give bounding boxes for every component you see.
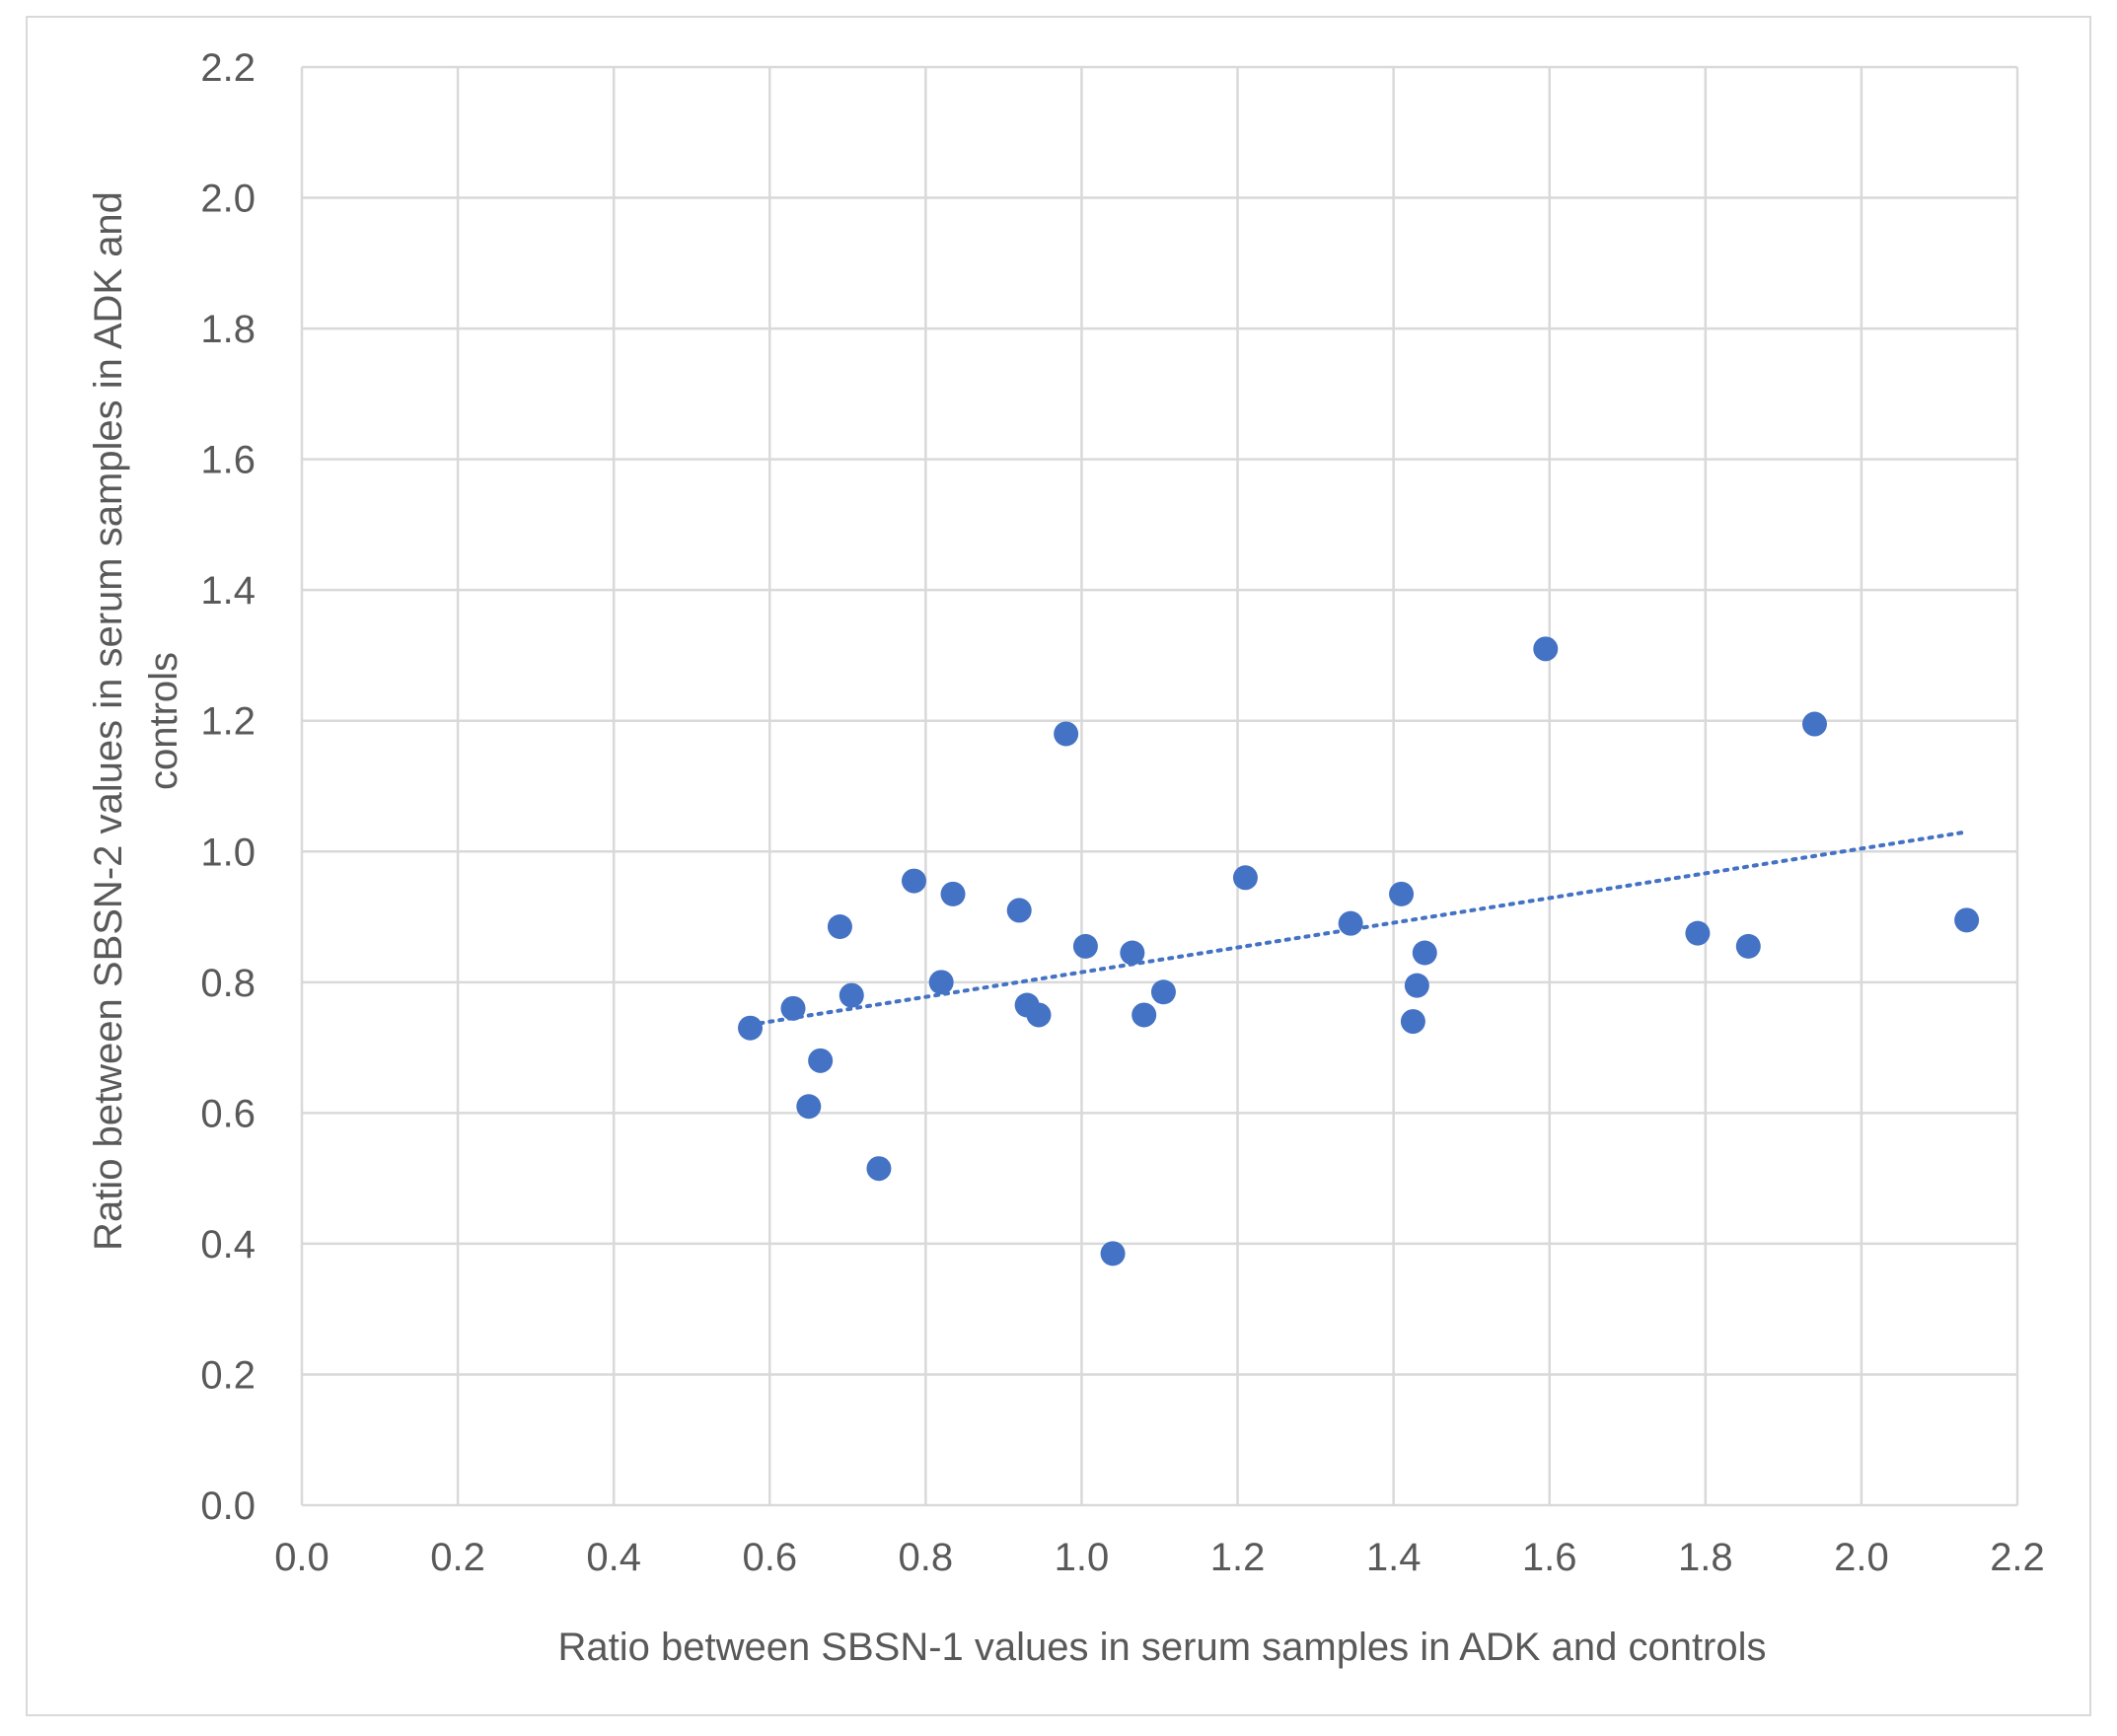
data-point (1100, 1241, 1126, 1266)
data-point (1404, 973, 1429, 998)
x-tick-label: 0.8 (899, 1536, 954, 1579)
data-point (902, 868, 927, 894)
data-point (1026, 1002, 1052, 1028)
data-point (1412, 940, 1437, 966)
y-tick-label: 0.0 (200, 1484, 256, 1528)
data-point (839, 982, 864, 1008)
y-tick-label: 2.0 (200, 178, 256, 221)
x-tick-label: 1.8 (1678, 1536, 1733, 1579)
data-point (808, 1048, 834, 1073)
x-tick-label: 2.2 (1990, 1536, 2045, 1579)
y-axis-title: Ratio between SBSN-2 values in serum sam… (87, 191, 185, 1251)
data-point (780, 995, 806, 1021)
y-tick-label: 1.6 (200, 439, 256, 482)
data-point (1685, 920, 1711, 946)
data-point (866, 1156, 892, 1182)
data-point (1954, 907, 1980, 933)
data-point (738, 1015, 764, 1041)
data-point (1533, 636, 1559, 662)
data-point (1132, 1002, 1157, 1028)
data-point (1338, 910, 1363, 936)
y-tick-label: 0.4 (200, 1223, 256, 1266)
data-point (796, 1094, 822, 1120)
data-point (1120, 940, 1145, 966)
data-point (1389, 881, 1415, 906)
x-tick-label: 2.0 (1834, 1536, 1889, 1579)
y-tick-label: 1.4 (200, 569, 256, 613)
data-point (1150, 979, 1176, 1005)
y-axis-title-line-2: controls (142, 652, 185, 790)
y-tick-label: 1.8 (200, 308, 256, 351)
data-point (1400, 1009, 1425, 1035)
gridlines (300, 65, 2019, 1507)
data-point (1006, 898, 1032, 923)
y-tick-label: 1.0 (200, 831, 256, 874)
y-tick-label: 0.2 (200, 1353, 256, 1397)
data-point (940, 881, 966, 906)
data-point (1232, 865, 1258, 891)
y-tick-label: 2.2 (200, 46, 256, 90)
x-tick-label: 0.4 (586, 1536, 641, 1579)
data-point (1735, 933, 1761, 959)
x-tick-label: 0.0 (274, 1536, 329, 1579)
x-tick-label: 0.2 (430, 1536, 485, 1579)
x-tick-label: 0.6 (742, 1536, 797, 1579)
data-point (1054, 721, 1079, 747)
y-tick-label: 0.6 (200, 1092, 256, 1135)
x-tick-label: 1.2 (1210, 1536, 1266, 1579)
y-axis-title-line-1: Ratio between SBSN-2 values in serum sam… (87, 191, 130, 1251)
tick-labels: 0.0 0.2 0.4 0.6 0.8 1.0 1.2 1.4 1.6 1.8 2.0 2.2 0.0 0… (200, 46, 2044, 1579)
x-axis-title: Ratio between SBSN-1 values in serum sam… (557, 1626, 1766, 1669)
data-point (1072, 933, 1098, 959)
x-tick-label: 1.0 (1055, 1536, 1110, 1579)
data-points (738, 636, 1980, 1266)
data-point (827, 913, 852, 939)
y-tick-label: 1.2 (200, 700, 256, 744)
x-tick-label: 1.6 (1522, 1536, 1577, 1579)
y-tick-label: 0.8 (200, 962, 256, 1005)
data-point (928, 970, 954, 995)
x-tick-label: 1.4 (1366, 1536, 1422, 1579)
data-point (1801, 711, 1827, 737)
